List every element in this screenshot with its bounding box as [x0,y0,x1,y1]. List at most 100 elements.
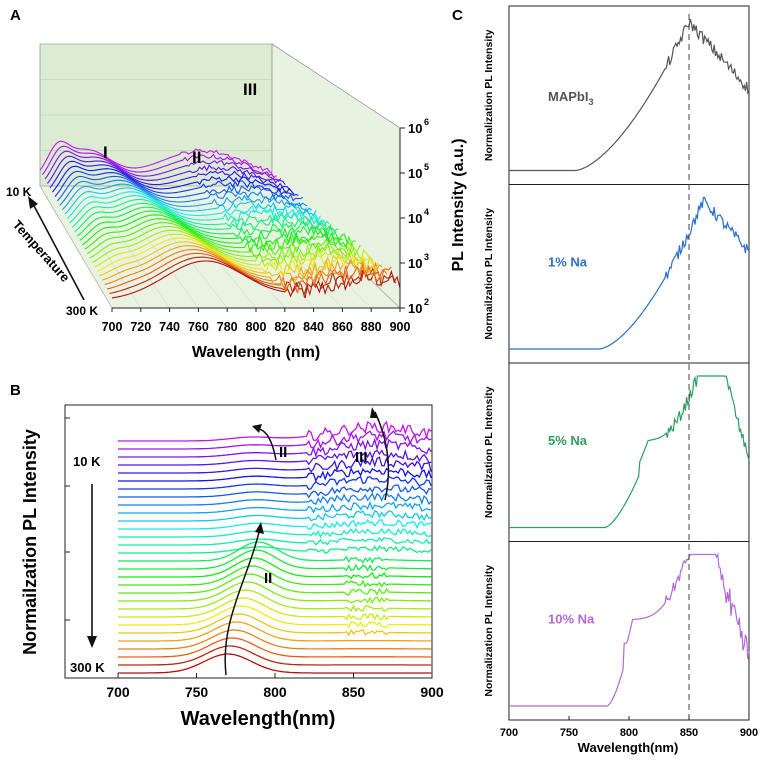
x-tick-label: 840 [303,320,324,334]
panel-label-a: A [10,7,21,24]
x-tick-label: 900 [740,727,758,739]
pl-curve-a [54,170,299,197]
frames-c [508,5,750,721]
x-tick-label: 800 [263,684,287,700]
x-axis-label-b: Wavelength(nm) [181,708,336,730]
pl-curve-b [118,645,432,666]
y-axis-label-b: Normailzation PL Intensity [20,429,40,655]
z-tick-exponent: 2 [424,297,429,307]
x-tick-label: 900 [420,684,444,700]
subplot-series-label: 1% Na [548,255,588,270]
z-tick-label: 10 [408,301,422,316]
x-tick-label: 800 [246,320,267,334]
pl-curve-a [79,210,343,244]
pl-curve-b [118,420,432,442]
pl-curve-b [118,653,432,674]
pl-curve-b [118,500,432,514]
y-ticks-b [65,417,70,621]
x-ticks-c: 700 750 800 850 900 [500,716,758,739]
pl-curve-c [509,18,750,172]
pl-curve-a [111,260,401,299]
pl-curve-b [118,484,432,499]
x-ticks-a: 700 720 740 760 780 800 820 840 860 880 900 [102,308,411,334]
temp-top-a: 10 K [6,185,32,199]
shift-arrowhead-ii-bottom [255,522,264,534]
subplot-ylabel: Normailzation PL Intensity [483,386,495,518]
shift-arrow-ii-bottom [224,527,261,676]
x-tick-label: 780 [217,320,238,334]
x-tick-label: 860 [332,320,353,334]
pl-curve-a [59,179,308,207]
panel-label-c: C [452,7,463,24]
curves-a [39,140,401,299]
peak-label-b-iii: III [355,449,368,466]
subplot-frame [508,541,750,721]
grid-line [86,185,170,309]
x-tick-label: 740 [159,320,180,334]
pl-curve-a [94,233,370,271]
shift-arrow-iii [374,411,390,501]
pl-curve-b [118,545,432,554]
panel-c: 700 750 800 850 900 Wavelength(nm) Normaliza… [483,5,758,755]
z-tick-exponent: 3 [424,252,429,262]
temp-top-b: 10 K [73,454,101,469]
pl-curve-a [46,155,286,186]
x-tick-label: 700 [106,684,130,700]
pl-curve-a [39,140,273,173]
curves-b [118,420,432,674]
pl-curve-b [118,448,432,466]
z-tick-label: 10 [408,211,422,226]
subplot-series-label: 5% Na [548,433,588,448]
pl-curve-b [118,565,432,588]
grid-line [202,185,314,309]
pl-curve-b [118,466,432,483]
x-tick-label: 900 [390,320,411,334]
pl-curve-b [118,557,432,580]
x-tick-label: 850 [680,727,698,739]
pl-curve-b [118,456,432,474]
pl-curve-c [509,196,750,350]
pl-curve-b [118,605,432,629]
pl-curve-a [89,225,361,263]
subplot-frame [508,362,750,542]
temp-bottom-b: 300 K [70,660,105,675]
x-axis-label-a: Wavelength (nm) [192,344,320,361]
subplot-ylabel: Normalization PL Intensity [483,565,495,697]
pl-curve-a [76,206,339,238]
grid-line [39,185,113,309]
subscript: 3 [588,97,593,107]
subplot-labels-c: Normalization PL Intensity MAPbI3 Normailz… [483,29,595,696]
x-tick-label: 850 [342,684,366,700]
pl-curve-b [118,589,432,613]
z-tick-exponent: 5 [424,162,429,172]
temp-bottom-a: 300 K [66,304,98,318]
pl-curve-a [56,175,304,202]
pl-curve-c [509,552,750,707]
temperature-arrowhead-a [28,196,38,209]
x-ticks-b: 700 750 800 850 900 [106,673,444,700]
subplot-ylabel: Normailzation PL Intensity [483,208,495,340]
pl-curve-a [86,222,356,259]
pl-curve-b [118,492,432,506]
x-tick-label: 700 [102,320,123,334]
pl-curve-b [118,519,432,531]
temperature-axis-label-a: Temperature [10,217,73,285]
pl-curve-b [118,573,432,596]
peak-label-b-ii-top: II [279,444,287,461]
pl-curve-a [69,195,326,225]
pl-curve-b [118,581,432,605]
panel-label-b: B [10,382,21,399]
subplot-series-label: 10% Na [548,612,595,627]
pl-curve-a [64,187,317,217]
pl-curve-b [118,629,432,650]
pl-curve-a [49,160,291,191]
curves-c [509,18,750,707]
z-axis-label-a: PL Intensity (a.u.) [450,138,467,271]
peak-label-b-ii-bottom: II [264,570,272,587]
temperature-arrow-a [31,201,85,301]
grid-line [109,185,199,309]
pl-curve-a [51,165,295,195]
x-tick-label: 750 [560,727,578,739]
